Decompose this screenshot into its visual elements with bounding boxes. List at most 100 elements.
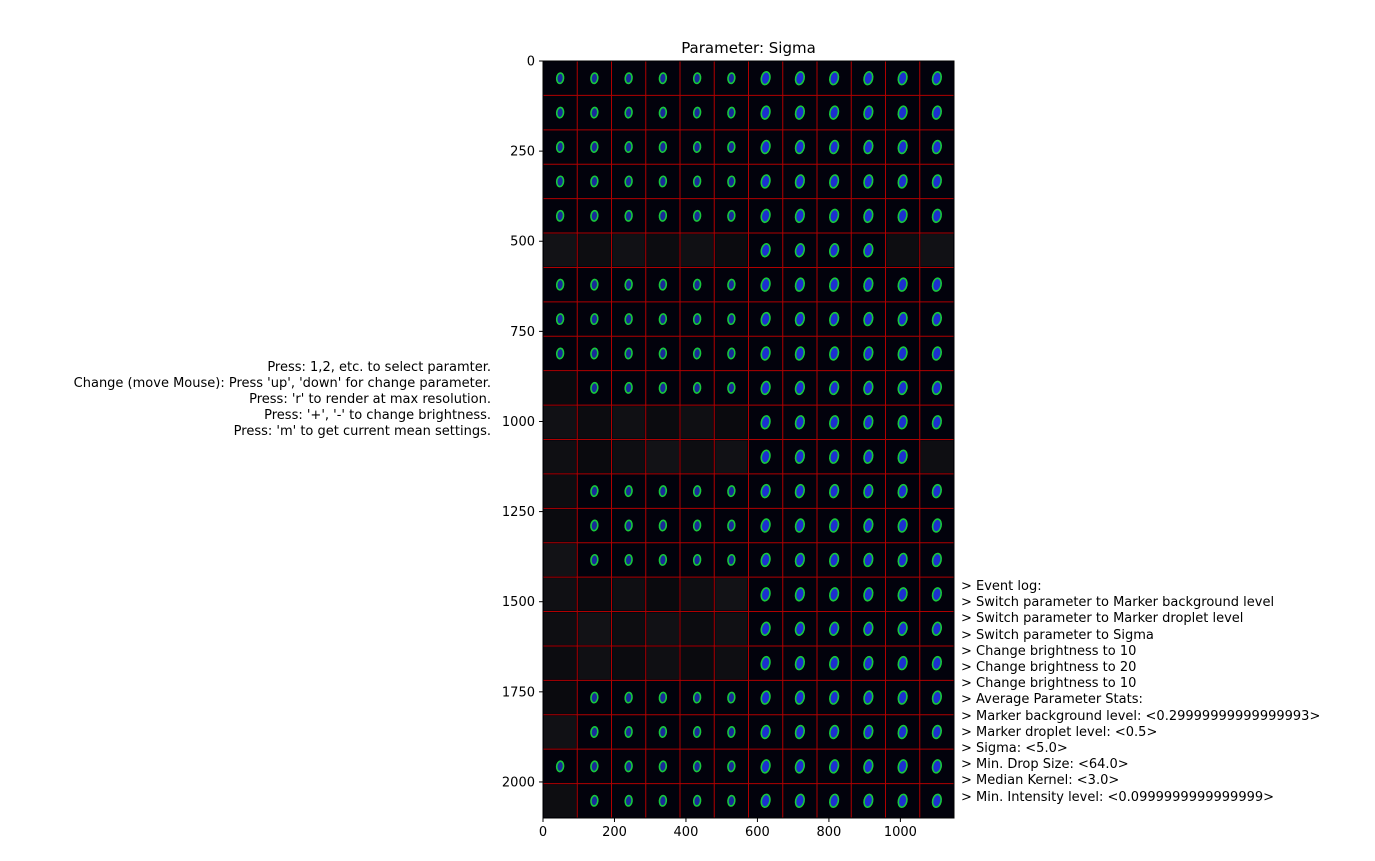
droplet-fill [761, 381, 770, 395]
grid-cell [658, 278, 668, 291]
droplet-outline [897, 311, 908, 327]
droplet-fill [761, 71, 770, 85]
grid-cell [578, 612, 611, 645]
grid-cell [727, 278, 736, 291]
droplet-fill [829, 450, 839, 464]
grid-cell [760, 621, 771, 636]
keyboard-help: Press: 1,2, etc. to select paramter. Chan… [74, 360, 491, 440]
grid-cell [658, 141, 668, 154]
droplet-outline [794, 139, 805, 155]
droplet-fill [898, 450, 907, 464]
grid-cell [760, 483, 771, 499]
log-line: > Min. Intensity level: <0.0999999999999… [961, 789, 1275, 805]
y-tick-label: 1000 [502, 415, 535, 430]
droplet-fill [864, 106, 873, 120]
droplet-fill [761, 243, 770, 257]
droplet-outline [760, 243, 771, 258]
droplet-fill [556, 73, 564, 84]
droplet-fill [727, 176, 735, 187]
droplet-outline [727, 760, 736, 773]
droplet-outline [829, 243, 840, 258]
droplet-fill [795, 553, 805, 567]
droplet-outline [727, 278, 736, 291]
grid-cell [931, 793, 942, 809]
x-tick-label: 1000 [884, 825, 917, 840]
grid-cell [760, 139, 771, 155]
droplet-fill [932, 106, 942, 120]
grid-cell [727, 175, 736, 188]
droplet-fill [864, 725, 873, 739]
grid-cell [727, 347, 736, 360]
droplet-outline [829, 449, 840, 464]
droplet-fill [761, 140, 770, 154]
grid-cell [863, 621, 874, 636]
droplet-outline [829, 311, 840, 327]
grid-cell [897, 208, 908, 224]
droplet-fill [932, 71, 942, 85]
droplet-outline [760, 793, 771, 809]
grid-cell [590, 278, 599, 291]
grid-cell [727, 313, 736, 326]
grid-cell [829, 587, 840, 602]
droplet-fill [932, 381, 942, 395]
grid-cell [692, 794, 702, 807]
grid-cell [715, 406, 748, 439]
grid-cell [692, 175, 702, 188]
grid-cell [555, 106, 565, 119]
grid-cell [897, 277, 908, 292]
droplet-outline [897, 655, 908, 671]
droplet-fill [693, 761, 701, 772]
droplet-fill [659, 554, 667, 566]
droplet-fill [864, 381, 873, 395]
droplet-fill [590, 107, 598, 118]
grid-cell [931, 277, 942, 292]
droplet-fill [693, 485, 701, 497]
droplet-outline [760, 655, 771, 671]
grid-cell [624, 553, 633, 566]
droplet-outline [727, 794, 736, 807]
grid-cell [829, 724, 840, 740]
grid-cell [794, 518, 805, 533]
droplet-outline [863, 518, 874, 533]
droplet-outline [829, 759, 840, 774]
droplet-fill [727, 554, 735, 566]
grid-cell [794, 346, 805, 361]
droplet-fill [898, 209, 907, 223]
grid-cell [931, 70, 942, 86]
grid-cell [681, 578, 714, 611]
grid-cell [760, 415, 771, 430]
droplet-outline [692, 553, 702, 566]
grid-cell [590, 381, 599, 394]
droplet-outline [897, 552, 908, 568]
droplet-fill [659, 485, 667, 497]
event-log: > Event log: > Switch parameter to Marker… [961, 579, 1320, 806]
grid-cell [760, 105, 771, 120]
grid-cell [612, 578, 645, 611]
droplet-outline [555, 209, 565, 222]
grid-cell [897, 518, 908, 533]
droplet-fill [932, 346, 942, 360]
droplet-fill [932, 415, 942, 429]
droplet-outline [760, 415, 771, 430]
droplet-outline [590, 106, 599, 119]
grid-cell [624, 519, 633, 532]
droplet-fill [727, 795, 735, 806]
grid-cell [863, 139, 874, 155]
droplet-fill [795, 140, 805, 154]
droplet-outline [624, 485, 633, 498]
grid-cell [863, 311, 874, 327]
grid-cell [897, 724, 908, 740]
grid-cell [794, 208, 805, 224]
droplet-fill [898, 174, 907, 188]
grid-cell [555, 72, 565, 85]
droplet-fill [659, 520, 667, 531]
droplet-fill [795, 484, 805, 498]
grid-cell [612, 406, 645, 439]
droplet-fill [659, 761, 667, 772]
grid-cell [681, 440, 714, 473]
log-line: > Event log: [961, 579, 1042, 594]
grid-cell [760, 587, 771, 602]
droplet-outline [897, 449, 908, 464]
droplet-outline [794, 724, 805, 740]
